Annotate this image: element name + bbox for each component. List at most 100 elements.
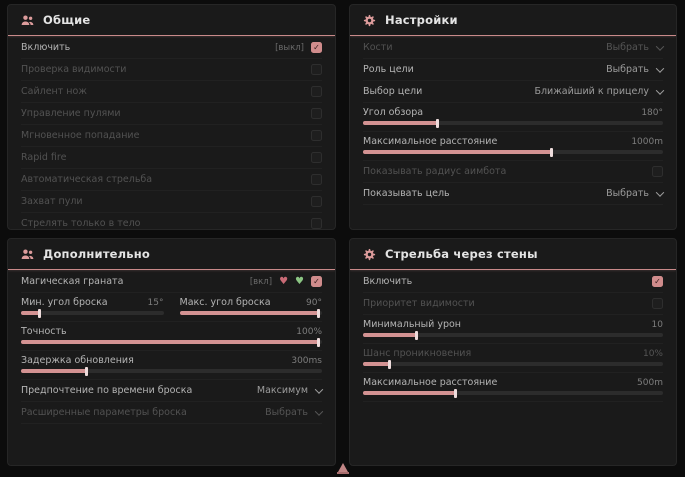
checkbox[interactable] <box>652 298 663 309</box>
row-toggle: Включить [выкл] ✓ <box>21 37 322 59</box>
row-label: Проверка видимости <box>21 64 127 75</box>
slider-label: Мин. угол броска <box>21 297 108 308</box>
slider-fill <box>21 340 319 344</box>
row-toggle: Захват пули <box>21 191 322 213</box>
row-controls <box>311 130 322 141</box>
checkbox[interactable] <box>311 108 322 119</box>
checkbox[interactable] <box>652 166 663 177</box>
row-label: Захват пули <box>21 196 83 207</box>
slider-thumb[interactable] <box>316 337 320 347</box>
slider-track[interactable] <box>363 147 663 157</box>
slider-track[interactable] <box>363 330 663 340</box>
slider-label: Точность <box>21 326 67 337</box>
checkbox[interactable] <box>311 86 322 97</box>
dropdown[interactable]: Выбрать <box>606 41 665 53</box>
row-select: Кости Выбрать <box>363 37 665 59</box>
row-controls: ✓ <box>652 276 663 287</box>
chevron-down-icon <box>655 187 665 197</box>
slider-track[interactable] <box>363 359 663 369</box>
pink-pointer-icon <box>337 463 349 474</box>
row-toggle: Показывать радиус аимбота <box>363 161 663 183</box>
row-label: Магическая граната <box>21 276 124 287</box>
row-toggle: Стрелять только в тело <box>21 213 322 229</box>
keybind-tag: [выкл] <box>275 42 304 53</box>
slider-value: 300ms <box>291 355 322 366</box>
checkbox[interactable] <box>311 64 322 75</box>
dropdown-value: Выбрать <box>606 188 649 199</box>
slider-track[interactable] <box>21 308 164 318</box>
checkbox[interactable]: ✓ <box>652 276 663 287</box>
slider-track[interactable] <box>21 337 322 347</box>
row-controls <box>311 86 322 97</box>
row-controls <box>311 64 322 75</box>
panel-title: Общие <box>43 13 91 27</box>
checkbox[interactable]: ✓ <box>311 276 322 287</box>
keybind-tag: [вкл] <box>249 276 273 287</box>
slider-track[interactable] <box>179 308 322 318</box>
checkbox[interactable] <box>311 130 322 141</box>
chevron-down-icon <box>655 85 665 95</box>
row-slider: Задержка обновления 300ms <box>21 351 322 380</box>
dropdown[interactable]: Выбрать <box>265 406 324 418</box>
panels-grid: Общие Включить [выкл] ✓ Проверка видимост… <box>7 4 677 466</box>
dropdown-value: Выбрать <box>265 407 308 418</box>
slider-thumb[interactable] <box>317 308 321 318</box>
row-label: Расширенные параметры броска <box>21 407 187 418</box>
row-controls <box>311 152 322 163</box>
users-icon <box>21 14 34 27</box>
slider-thumb[interactable] <box>37 308 41 318</box>
slider-thumb[interactable] <box>550 147 553 157</box>
row-slider: Угол обзора 180° <box>363 103 663 132</box>
panel-settings: Настройки Кости Выбрать Роль цели Выбрат… <box>349 4 677 230</box>
slider-value: 10 <box>651 319 663 330</box>
dropdown[interactable]: Выбрать <box>606 187 665 199</box>
chevron-down-icon <box>314 406 324 416</box>
gear-icon <box>363 14 376 27</box>
slider-track[interactable] <box>21 366 322 376</box>
slider-thumb[interactable] <box>454 388 457 398</box>
slider-value: 10% <box>642 348 663 359</box>
slider-label: Минимальный урон <box>363 319 461 330</box>
checkbox[interactable] <box>311 174 322 185</box>
panel-header: Общие <box>8 5 335 36</box>
row-toggle: Приоритет видимости <box>363 293 663 315</box>
slider-track[interactable] <box>363 388 663 398</box>
slider-thumb[interactable] <box>436 118 439 128</box>
row-select: Предпочтение по времени броска Максимум <box>21 380 324 402</box>
mini-slider: Мин. угол броска 15° <box>21 297 164 318</box>
row-label: Предпочтение по времени броска <box>21 385 193 396</box>
slider-thumb[interactable] <box>388 359 391 369</box>
checkbox[interactable]: ✓ <box>311 42 322 53</box>
dropdown[interactable]: Выбрать <box>606 63 665 75</box>
row-label: Стрелять только в тело <box>21 218 141 229</box>
panel-body: Магическая граната [вкл] ♥ ♥ ✓ Мин. угол бр… <box>8 270 335 465</box>
row-label: Сайлент нож <box>21 86 87 97</box>
dropdown-value: Выбрать <box>606 42 649 53</box>
panel-additional: Дополнительно Магическая граната [вкл] ♥ ♥… <box>7 238 336 466</box>
red-heart-icon[interactable]: ♥ <box>279 275 289 287</box>
slider-fill <box>363 121 438 125</box>
slider-fill <box>21 311 40 315</box>
gear-icon <box>363 248 376 261</box>
slider-track[interactable] <box>363 118 663 128</box>
dropdown[interactable]: Ближайший к прицелу <box>534 85 665 97</box>
panel-wallbang: Стрельба через стены Включить ✓ Приорите… <box>349 238 677 466</box>
slider-thumb[interactable] <box>415 330 418 340</box>
panel-body: Включить ✓ Приоритет видимости Минимальн… <box>350 270 676 465</box>
green-heart-icon[interactable]: ♥ <box>295 275 304 287</box>
slider-label: Угол обзора <box>363 107 424 118</box>
row-select: Роль цели Выбрать <box>363 59 665 81</box>
row-controls <box>311 174 322 185</box>
users-icon <box>21 248 34 261</box>
chevron-down-icon <box>314 384 324 394</box>
checkbox[interactable] <box>311 218 322 229</box>
slider-thumb[interactable] <box>85 366 89 376</box>
panel-general: Общие Включить [выкл] ✓ Проверка видимост… <box>7 4 336 230</box>
row-controls <box>652 298 663 309</box>
checkbox[interactable] <box>311 196 322 207</box>
row-toggle: Rapid fire <box>21 147 322 169</box>
row-slider: Максимальное расстояние 500m <box>363 373 663 402</box>
checkbox[interactable] <box>311 152 322 163</box>
dropdown[interactable]: Максимум <box>257 384 324 396</box>
slider-fill <box>363 150 552 154</box>
